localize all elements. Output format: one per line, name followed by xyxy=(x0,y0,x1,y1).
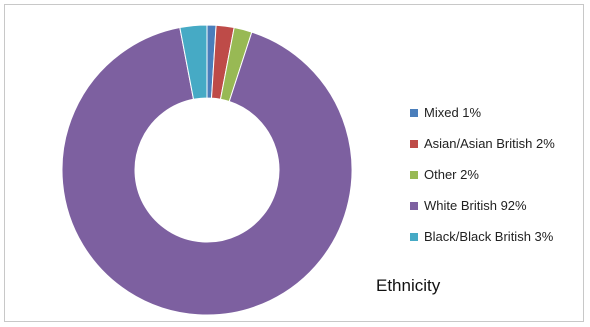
legend-label: Black/Black British 3% xyxy=(424,229,554,244)
legend-swatch xyxy=(410,139,418,148)
legend-item-white-british: White British 92% xyxy=(410,193,555,218)
legend-label: Asian/Asian British 2% xyxy=(424,136,555,151)
slice-white-british xyxy=(61,26,353,316)
legend-item-other: Other 2% xyxy=(410,162,555,187)
legend-label: White British 92% xyxy=(424,198,527,213)
legend-swatch xyxy=(410,232,418,241)
legend-item-mixed: Mixed 1% xyxy=(410,100,555,125)
legend-swatch xyxy=(410,170,418,179)
legend-swatch xyxy=(410,108,418,117)
legend-swatch xyxy=(410,201,418,210)
chart-title: Ethnicity xyxy=(376,276,441,295)
legend-label: Mixed 1% xyxy=(424,105,482,120)
legend-label: Other 2% xyxy=(424,167,479,182)
chart-legend: Mixed 1% Asian/Asian British 2% Other 2% Wh… xyxy=(410,100,555,255)
legend-item-black-black-british: Black/Black British 3% xyxy=(410,224,555,249)
slice-black-black-british xyxy=(179,24,208,100)
legend-item-asian-asian-british: Asian/Asian British 2% xyxy=(410,131,555,156)
